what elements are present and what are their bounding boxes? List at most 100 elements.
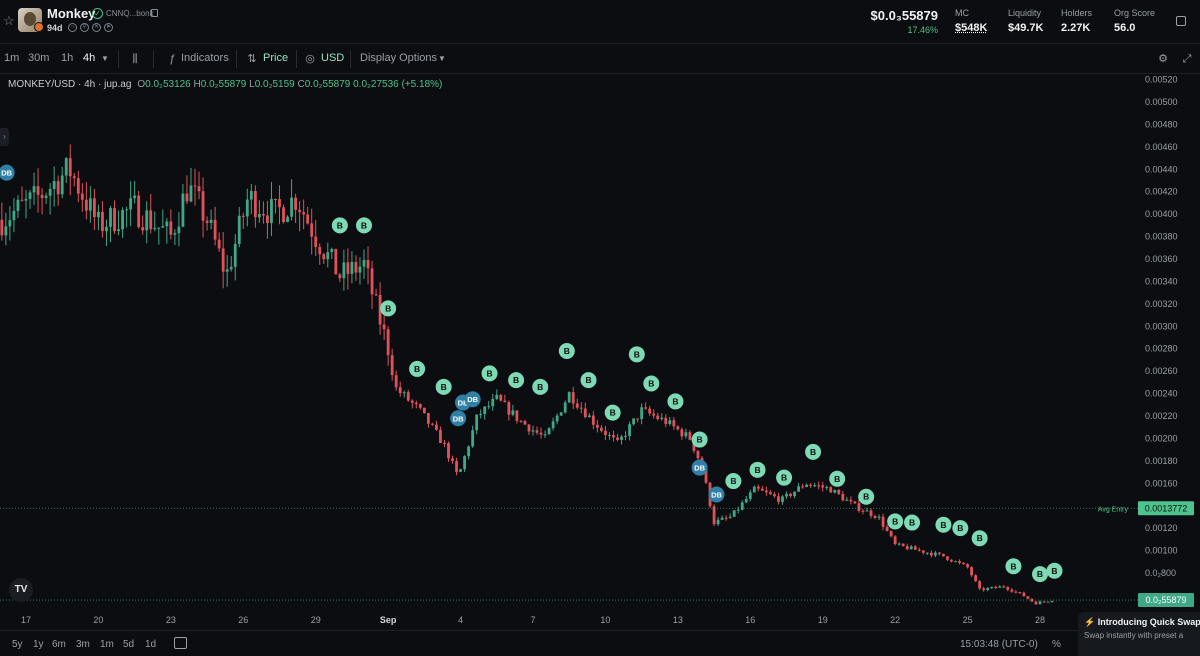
candle-body [495, 394, 499, 399]
candle-body [88, 198, 92, 211]
buy-marker [380, 300, 397, 317]
candle-body [48, 188, 52, 196]
candle-body [503, 400, 507, 403]
candle-body [672, 420, 676, 427]
percent-toggle[interactable]: % [1052, 639, 1061, 650]
candle-body [853, 501, 857, 504]
candle-body [656, 415, 660, 420]
candle-body [817, 485, 821, 487]
candle-body [422, 407, 426, 413]
search-icon[interactable]: ⚲ [80, 23, 89, 32]
buy-marker [580, 372, 597, 389]
stat-value: $49.7K [1008, 22, 1044, 34]
candle-body [36, 186, 40, 195]
range-5d[interactable]: 5d [123, 639, 135, 650]
candle-body [266, 215, 269, 224]
indicators-button[interactable]: Indicators [181, 52, 229, 64]
currency-toggle[interactable]: USD [321, 52, 345, 64]
quick-swap-toast[interactable]: ⚡ Introducing Quick Swap Swap instantly … [1078, 612, 1200, 656]
range-1m[interactable]: 1m [100, 639, 114, 650]
price-chart[interactable]: 0.00520 0.00500 0.00480 0.00460 0.00440 0.004… [0, 74, 1200, 630]
y-tick-label: 0.00500 [1145, 97, 1178, 107]
interval-30m[interactable]: 30m [28, 52, 50, 64]
calendar-icon[interactable] [174, 637, 187, 649]
marker-label: B [957, 523, 963, 533]
range-3m[interactable]: 3m [76, 639, 90, 650]
candle-body [865, 510, 869, 512]
globe-icon[interactable]: ○ [68, 23, 77, 32]
candle-body [644, 407, 648, 409]
candle-body [531, 430, 535, 432]
candle-body [177, 226, 181, 234]
buy-marker [1046, 562, 1063, 579]
current-price-tag [1138, 593, 1194, 608]
buy-marker [508, 372, 525, 389]
buy-marker [725, 473, 742, 490]
launchpad-badge-icon [34, 22, 44, 32]
chevron-down-icon[interactable]: ▼ [101, 54, 109, 63]
candle-body [982, 588, 986, 591]
range-1y[interactable]: 1y [33, 639, 44, 650]
candle-body [185, 193, 189, 202]
token-header: ☆ Monkey ✓ CNNQ...bonk 94d ○ ⚲ ✕ ➤ $0.0₃… [0, 0, 1200, 44]
range-6m[interactable]: 6m [52, 639, 66, 650]
indicators-icon[interactable]: ƒ [168, 53, 176, 65]
candle-body [145, 210, 149, 231]
current-price-value: 0.0₂55879 [1145, 595, 1186, 605]
candle-body [161, 226, 165, 228]
buy-marker [776, 469, 793, 486]
chevron-down-icon[interactable]: ▼ [438, 54, 446, 63]
range-5y[interactable]: 5y [12, 639, 23, 650]
legend-low-label: L [249, 79, 255, 90]
clock-time[interactable]: 15:03:48 (UTC-0) [960, 639, 1038, 650]
interval-4h[interactable]: 4h [83, 52, 96, 64]
range-1d[interactable]: 1d [145, 639, 157, 650]
candle-body [479, 414, 483, 416]
marker-label: B [810, 447, 816, 457]
display-options-button[interactable]: Display Options [360, 52, 438, 64]
candle-body [451, 458, 454, 461]
candle-body [688, 432, 692, 440]
candle-body [929, 552, 933, 556]
divider [350, 50, 351, 68]
swap-arrows-icon[interactable]: ⇅ [247, 53, 257, 65]
telegram-icon[interactable]: ➤ [104, 23, 113, 32]
candle-body [732, 510, 736, 517]
currency-icon[interactable]: ◎ [305, 53, 315, 65]
candle-body [443, 442, 446, 444]
candle-body [60, 175, 64, 195]
stat-value[interactable]: $548K [955, 22, 988, 34]
marker-label: B [730, 476, 736, 486]
candle-body [318, 246, 322, 255]
range-bar: 5y 1y 6m 3m 1m 5d 1d 15:03:48 (UTC-0) % [0, 630, 1200, 656]
candle-body [56, 181, 60, 195]
copy-icon[interactable] [151, 9, 158, 17]
x-social-icon[interactable]: ✕ [92, 23, 101, 32]
tradingview-logo[interactable]: TV [9, 578, 33, 602]
settings-gear-icon[interactable]: ⚙ [1158, 53, 1168, 65]
stat-org-score: Org Score 56.0 [1114, 8, 1155, 34]
price-toggle[interactable]: Price [263, 52, 289, 64]
buy-marker [1032, 566, 1048, 583]
interval-1m[interactable]: 1m [4, 52, 20, 64]
buy-marker [331, 217, 348, 234]
token-address[interactable]: CNNQ...bonk [106, 9, 154, 18]
favorite-star-icon[interactable]: ☆ [3, 13, 15, 28]
candle-body [97, 211, 100, 218]
candle-body [475, 414, 479, 431]
candle-body [591, 415, 595, 425]
y-tick-label: 0.00240 [1145, 389, 1178, 399]
layout-toggle-icon[interactable] [1176, 16, 1186, 26]
fullscreen-icon[interactable]: ⤢ [1182, 53, 1192, 65]
buy-marker [409, 360, 426, 377]
candle-body [555, 415, 559, 422]
marker-label: B [781, 473, 787, 483]
divider [153, 50, 154, 68]
sidebar-expand-icon[interactable]: › [0, 128, 9, 146]
candle-body [149, 210, 153, 230]
candles-icon[interactable]: ⫼ [132, 53, 138, 65]
y-tick-label: 0.00160 [1145, 478, 1178, 488]
candle-body [322, 254, 326, 260]
candle-body [270, 199, 273, 224]
interval-1h[interactable]: 1h [61, 52, 74, 64]
